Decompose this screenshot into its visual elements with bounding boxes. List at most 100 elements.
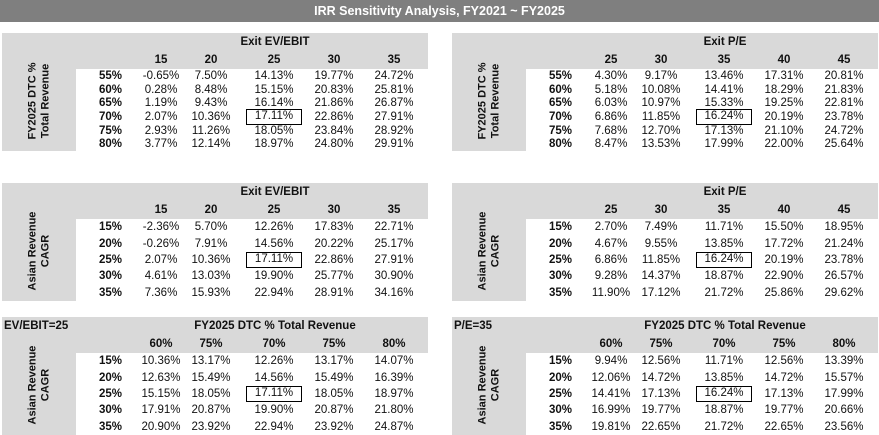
table-cell: 1.19% [144,97,178,110]
table-cell: 13.17% [191,355,231,368]
table-cell: 19.77% [764,404,804,417]
table-cell: 14.41% [704,83,744,96]
table-cell: 20.87% [191,404,231,417]
row-header: 30% [98,404,122,417]
row-axis-title: Asian Revenue CAGR [476,345,502,425]
table-cell: 13.39% [824,355,864,368]
table-cell: 14.37% [641,270,681,283]
table-cell: 7.91% [194,237,228,250]
table-cell: 23.78% [824,254,864,266]
column-header: 35 [717,54,731,66]
table-cell: 22.90% [764,270,804,283]
highlighted-cell: 17.11% [246,252,302,268]
row-header: 35% [98,420,122,433]
table-cell: 21.10% [764,124,804,137]
table-cell: 16.99% [591,404,631,417]
row-header: 75% [548,124,572,137]
column-header: 30 [654,204,668,216]
table-cell: 10.08% [641,83,681,96]
row-header: 15% [548,221,572,234]
table-cell: 20.19% [764,110,804,123]
table-cell: 22.71% [374,221,414,234]
row-header: 80% [548,138,572,151]
table-body: 55% 4.30% 9.17% 13.46% 17.31% 20.81% 60% 5.18% 1… [526,69,878,151]
page-title: IRR Sensitivity Analysis, FY2021 ~ FY202… [0,0,879,22]
table-cell: 29.62% [824,286,864,299]
row-axis-title: FY2025 DTC % Total Revenue [476,62,502,140]
column-axis-title: Exit P/E [703,36,747,48]
highlighted-cell: 16.24% [696,108,752,125]
table-cell: 7.50% [194,69,228,82]
row-header: 15% [548,355,572,368]
table-cell: 11.71% [704,355,744,368]
table-cell: 25.17% [374,237,414,250]
table-cell: 25.77% [314,270,354,283]
table-body: 15% 10.36% 13.17% 12.26% 13.17% 14.07% 20% 12.6… [76,353,428,435]
table-cell: 14.56% [254,371,294,384]
table-cell: 17.83% [314,221,354,234]
table-cell: 11.85% [641,254,681,266]
table-corner-label: P/E=35 [454,320,493,332]
row-axis-title: FY2025 DTC % Total Revenue [26,62,52,140]
column-header: 40 [777,54,791,66]
table-cell: 7.49% [644,221,678,234]
row-axis: FY2025 DTC % Total Revenue [2,51,76,151]
table-cell: 22.86% [314,254,354,266]
table-cell: 28.91% [314,286,354,299]
table-cell: 16.39% [374,371,414,384]
sensitivity-table: Exit P/E FY2025 DTC % Total Revenue 25 30 35… [452,33,878,151]
column-header: 25 [604,54,618,66]
row-header: 60% [98,83,122,96]
table-cell: 3.77% [144,138,178,151]
row-header: 25% [548,254,572,266]
table-cell: 28.92% [374,124,414,137]
table-header: P/E=35 FY2025 DTC % Total Revenue [452,317,878,335]
table-cell: 24.72% [824,124,864,137]
table-cell: 18.05% [314,388,354,400]
table-cell: 13.85% [704,371,744,384]
table-cell: 2.70% [594,221,628,234]
highlighted-cell: 17.11% [246,108,302,125]
column-header: 15 [154,204,168,216]
row-axis: Asian Revenue CAGR [2,201,76,301]
table-cell: 27.91% [374,110,414,123]
table-cell: 2.07% [144,110,178,123]
column-header: 75% [772,338,796,350]
table-cell: 21.24% [824,237,864,250]
table-cell: 12.70% [641,124,681,137]
column-header-row: 60% 75% 70% 75% 80% [526,335,878,353]
column-header-row: 60% 75% 70% 75% 80% [76,335,428,353]
table-header: Exit P/E [452,33,878,51]
table-cell: 11.26% [191,124,231,137]
table-cell: 19.25% [764,97,804,110]
table-cell: 23.56% [824,420,864,433]
table-cell: 24.80% [314,138,354,151]
column-header-row: 25 30 35 40 45 [526,201,878,219]
table-cell: 18.97% [254,138,294,151]
table-cell: 27.91% [374,254,414,266]
table-cell: 30.90% [374,270,414,283]
row-axis-title: Asian Revenue CAGR [26,345,52,425]
sensitivity-table: Exit EV/EBIT FY2025 DTC % Total Revenue 15… [2,33,428,151]
table-cell: 0.28% [144,83,178,96]
table-cell: 19.77% [314,69,354,82]
table-body: 15% 2.70% 7.49% 11.71% 15.50% 18.95% 20% 4.67% 9… [526,219,878,301]
table-cell: 6.86% [594,254,628,266]
table-cell: 21.83% [824,83,864,96]
row-header: 25% [548,388,572,400]
table-cell: 6.03% [594,97,628,110]
table-cell: 22.00% [764,138,804,151]
table-cell: -2.36% [142,221,180,234]
table-cell: 21.86% [314,97,354,110]
table-cell: 22.86% [314,110,354,123]
table-cell: 12.26% [254,355,294,368]
table-cell: 5.70% [194,221,228,234]
table-cell: 18.87% [704,404,744,417]
row-header: 30% [98,270,122,283]
row-axis: FY2025 DTC % Total Revenue [452,51,526,151]
table-cell: 19.90% [254,404,294,417]
table-cell: 15.49% [191,371,231,384]
row-axis: Asian Revenue CAGR [452,201,526,301]
table-cell: 14.72% [764,371,804,384]
table-cell: 15.93% [191,286,231,299]
